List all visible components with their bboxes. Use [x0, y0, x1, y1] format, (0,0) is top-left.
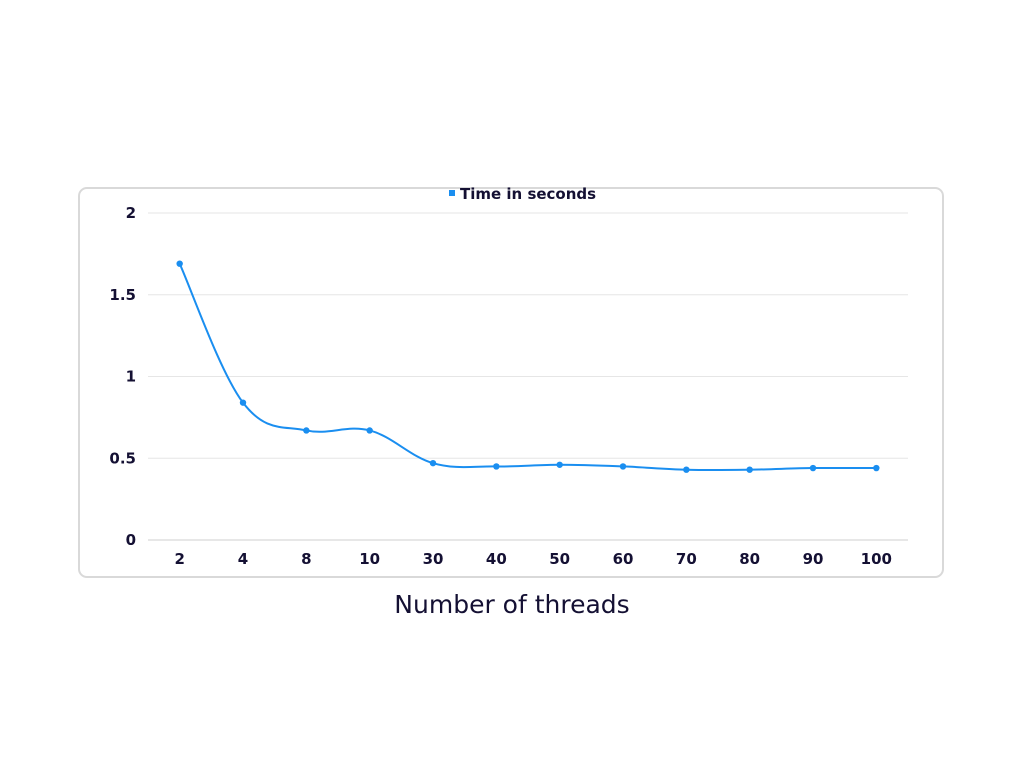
y-axis-ticks: 0 0.5 1 1.5 2	[109, 204, 136, 549]
data-point	[429, 459, 437, 467]
series-layer	[176, 260, 880, 473]
x-tick-label: 100	[861, 550, 892, 568]
x-tick-label: 40	[486, 550, 507, 568]
legend-swatch	[449, 190, 455, 196]
data-point	[303, 427, 310, 434]
data-point	[809, 464, 817, 472]
x-tick-label: 60	[613, 550, 634, 568]
x-tick-label: 70	[676, 550, 697, 568]
x-tick-label: 30	[423, 550, 444, 568]
y-tick-label: 1.5	[109, 286, 136, 304]
y-tick-label: 0	[126, 531, 136, 549]
data-point	[239, 399, 247, 406]
grid-lines	[148, 212, 908, 541]
x-tick-label: 4	[238, 550, 248, 568]
data-point	[619, 463, 627, 470]
x-tick-label: 90	[803, 550, 824, 568]
x-tick-label: 80	[739, 550, 760, 568]
data-point	[746, 466, 753, 473]
y-tick-label: 0.5	[109, 449, 136, 467]
x-tick-label: 8	[301, 550, 311, 568]
chart-frame	[78, 187, 944, 578]
data-point	[873, 464, 880, 472]
data-point	[493, 463, 500, 470]
legend: Time in seconds	[449, 185, 596, 203]
y-tick-label: 2	[126, 204, 136, 222]
data-point	[683, 466, 690, 473]
x-axis-title: Number of threads	[394, 590, 630, 619]
data-point	[176, 260, 183, 267]
data-point	[366, 427, 373, 434]
x-tick-label: 10	[359, 550, 380, 568]
x-tick-label: 50	[549, 550, 570, 568]
data-point	[556, 461, 563, 468]
y-tick-label: 1	[126, 368, 136, 386]
x-tick-label: 2	[174, 550, 184, 568]
x-axis-ticks: 2 4 8 10 30 40 50 60 70 80 90 100	[174, 550, 892, 568]
legend-label: Time in seconds	[460, 185, 596, 203]
